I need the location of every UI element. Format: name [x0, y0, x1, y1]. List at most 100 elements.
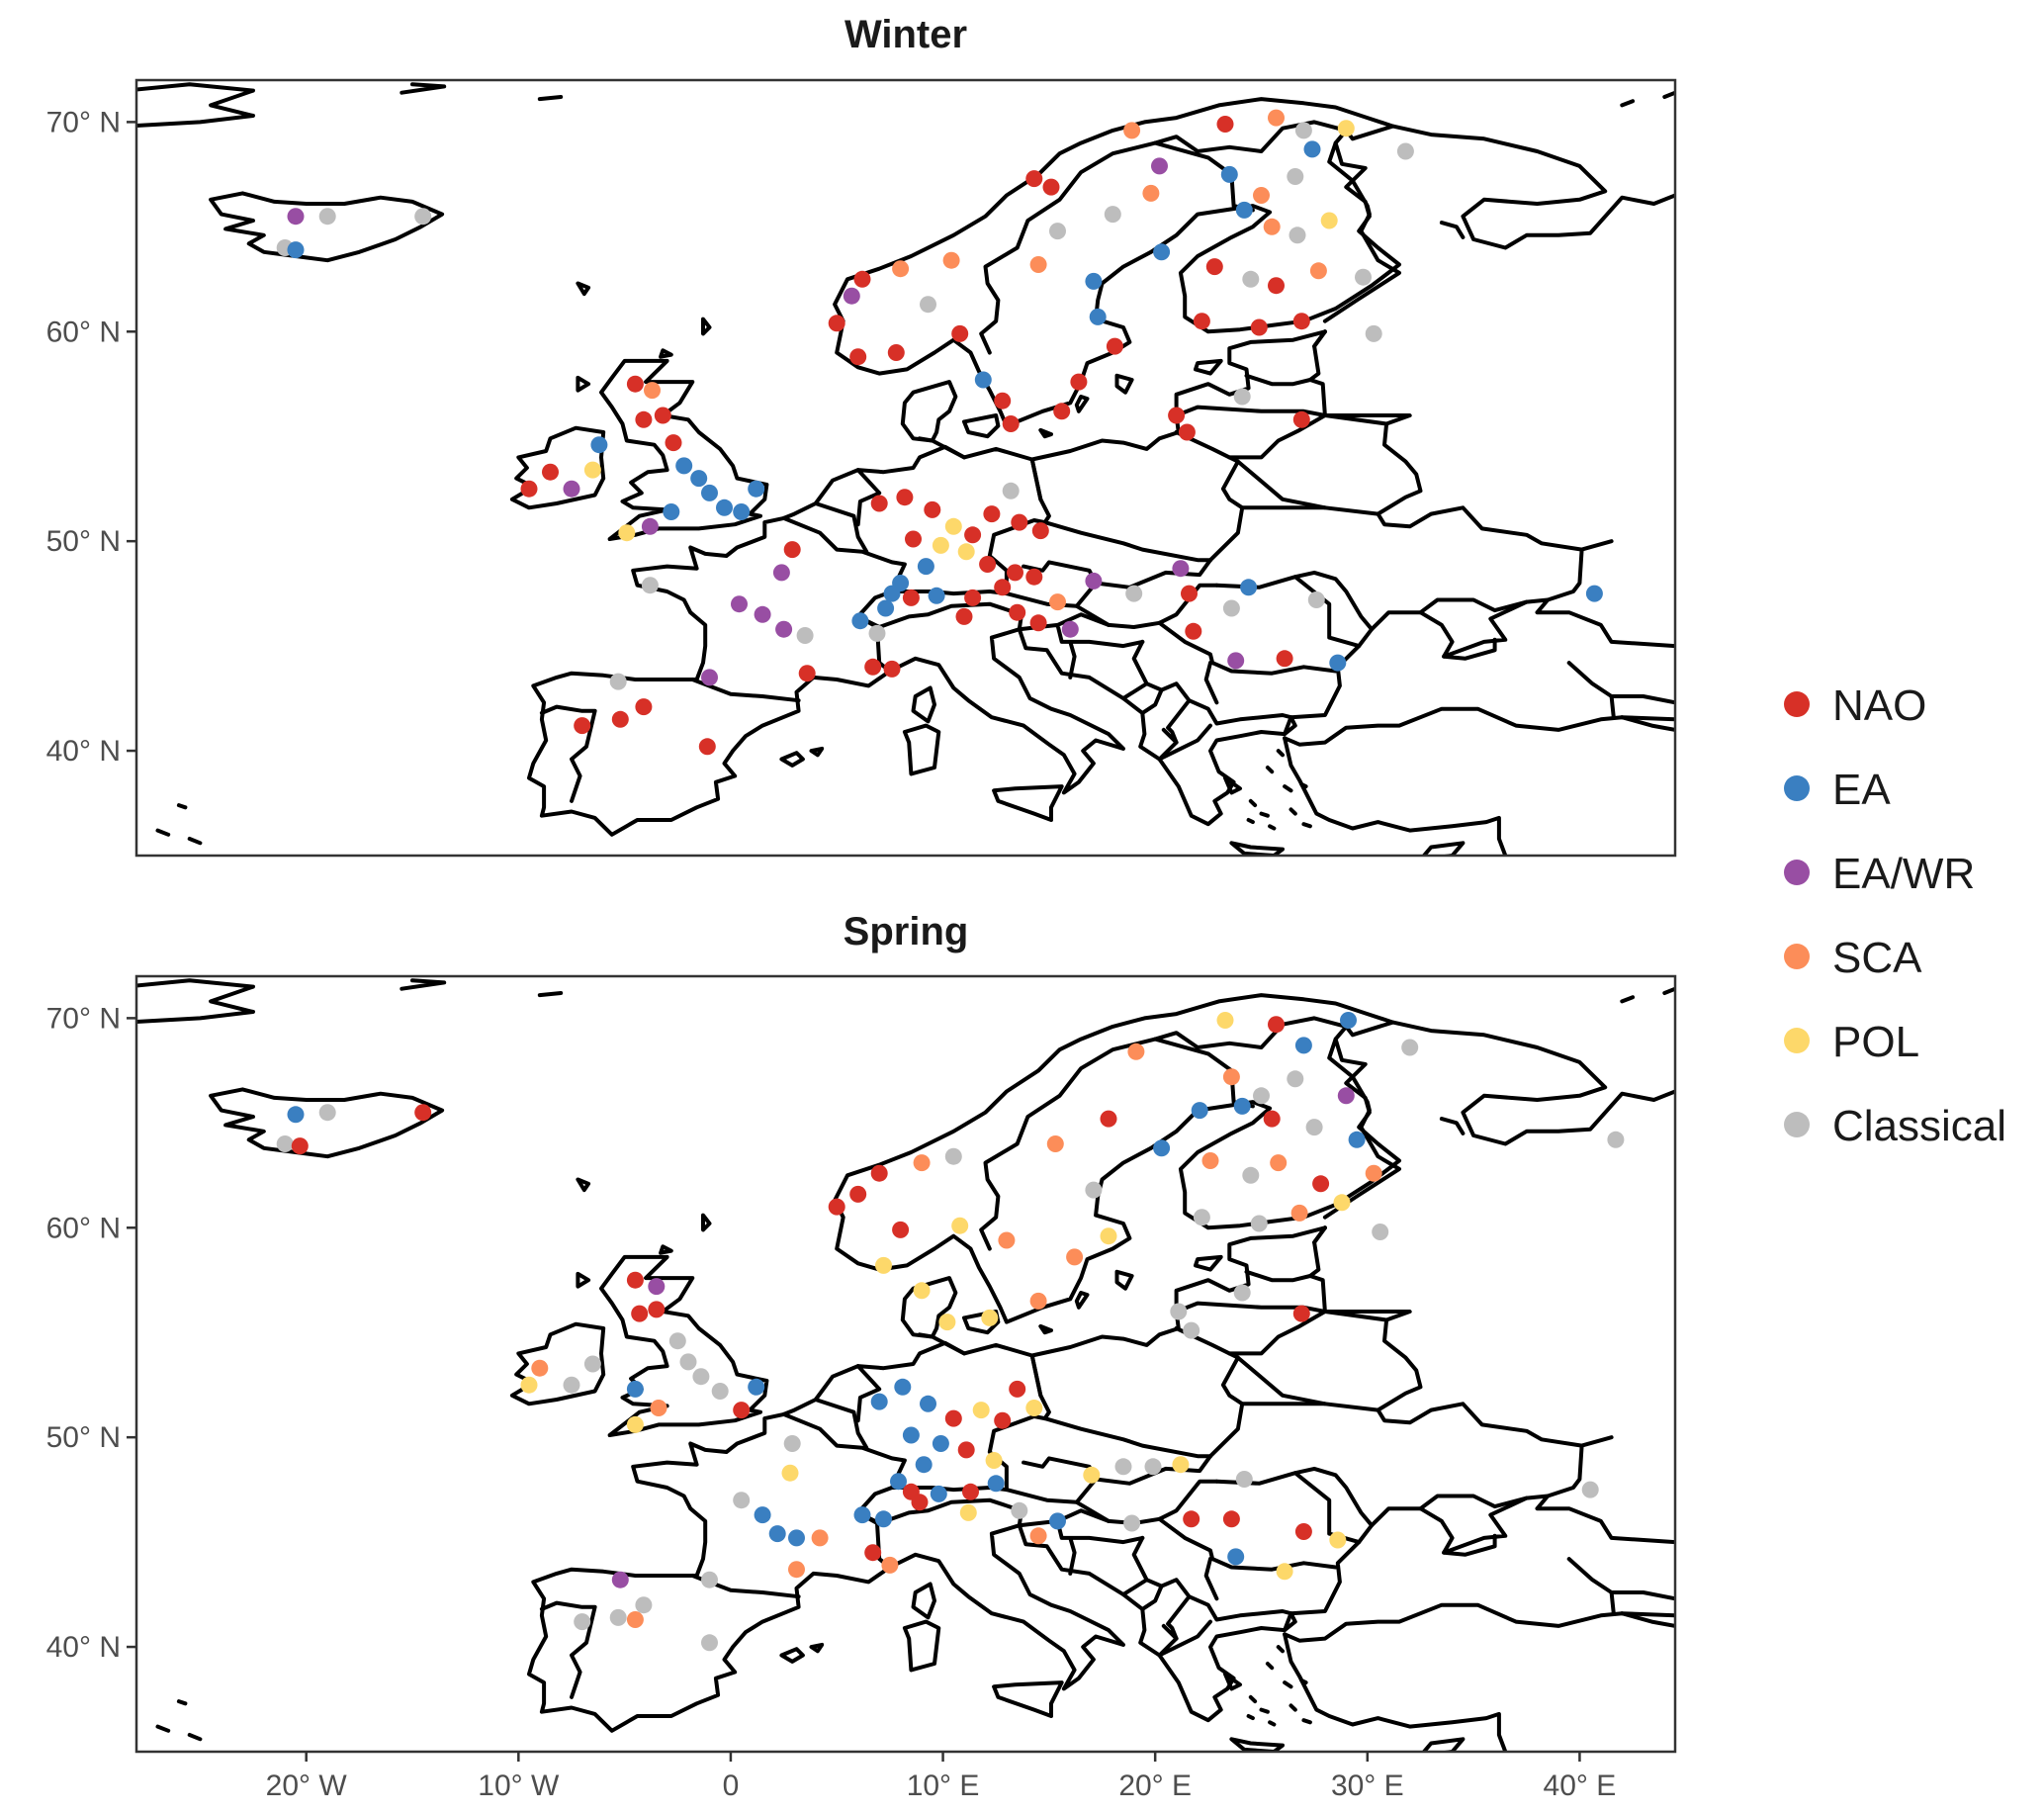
station-point	[1201, 1152, 1219, 1169]
station-point	[626, 1380, 644, 1398]
coastline-path	[1609, 694, 1675, 732]
station-point	[520, 1376, 538, 1394]
station-point	[611, 710, 629, 728]
station-point	[626, 375, 644, 393]
station-point	[641, 517, 659, 535]
coastline-path	[539, 1600, 597, 1699]
station-point	[414, 208, 432, 226]
station-point	[733, 1492, 751, 1509]
station-point	[853, 1506, 871, 1524]
coastline-path	[1418, 597, 1529, 615]
coastline-path	[1194, 1254, 1223, 1272]
station-point	[942, 251, 960, 269]
latitude-axis: 70° N 60° N 50° N 40° N	[46, 106, 136, 768]
station-point	[692, 1368, 710, 1386]
coastline-path	[155, 1699, 203, 1742]
station-point	[1029, 256, 1047, 273]
station-point	[618, 524, 636, 542]
coastline-path	[1566, 1557, 1616, 1616]
coastline-path	[911, 685, 936, 724]
coastline-path	[1223, 749, 1312, 831]
coastline-path	[1442, 539, 1614, 661]
station-point	[1002, 415, 1020, 432]
coastline-path	[979, 120, 1349, 355]
station-point	[291, 1137, 309, 1155]
coastline-path	[539, 704, 597, 803]
legend-swatch	[1784, 860, 1810, 885]
coastline-path	[1157, 1516, 1338, 1601]
coastline-path	[1322, 1037, 1401, 1220]
coastline-path	[979, 1016, 1349, 1251]
station-point	[1151, 157, 1168, 175]
station-point	[964, 526, 982, 544]
coastline-path	[1439, 221, 1466, 239]
coastline-path	[918, 1332, 966, 1356]
station-point	[1009, 1380, 1026, 1398]
station-point	[648, 1301, 666, 1318]
legend-label: Classical	[1832, 1102, 2006, 1150]
station-point	[1185, 622, 1202, 640]
station-point	[690, 470, 708, 488]
station-point	[1292, 410, 1310, 428]
station-point	[698, 738, 716, 756]
station-point	[1233, 388, 1251, 406]
station-point	[574, 717, 591, 735]
station-point	[414, 1104, 432, 1122]
station-point	[1294, 1523, 1312, 1540]
station-point	[1216, 116, 1234, 133]
station-point	[974, 371, 992, 389]
station-point	[1365, 1164, 1382, 1182]
coastline-path	[136, 82, 255, 129]
station-point	[781, 1464, 799, 1482]
station-point	[883, 660, 901, 678]
station-point	[626, 1611, 644, 1628]
coastline-path	[1074, 1291, 1090, 1310]
station-point	[1294, 1037, 1312, 1054]
station-point	[1337, 1087, 1355, 1105]
station-point	[964, 589, 982, 606]
station-point	[783, 541, 801, 559]
station-point	[701, 1634, 718, 1652]
coastline-path	[1283, 1632, 1508, 1752]
lat-tick-label: 50° N	[46, 525, 121, 558]
plot-frame	[134, 974, 1677, 1754]
station-point	[1268, 109, 1285, 127]
legend-item: NAO	[1784, 681, 1926, 730]
station-point	[1307, 591, 1325, 608]
station-point	[902, 1426, 920, 1444]
station-point	[731, 595, 748, 613]
station-point	[574, 1613, 591, 1631]
station-point	[318, 208, 336, 226]
station-point	[1029, 1527, 1047, 1545]
coastline-path	[779, 1647, 805, 1664]
station-point	[875, 1510, 892, 1528]
legend-label: SCA	[1832, 934, 1922, 982]
coastlines	[136, 978, 1675, 1752]
legend-label: EA	[1832, 766, 1891, 814]
coastline-path	[209, 1087, 445, 1159]
coastline-path	[1074, 395, 1090, 413]
coastline-path	[1390, 1020, 1675, 1146]
station-point	[798, 665, 816, 682]
legend-swatch	[1784, 691, 1810, 717]
station-point	[1181, 585, 1198, 602]
coastline-path	[779, 751, 805, 768]
legend-item: POL	[1784, 1018, 1919, 1066]
station-point	[1153, 243, 1171, 261]
station-point	[679, 1353, 697, 1371]
coastline-path	[1004, 1456, 1099, 1504]
station-point	[920, 296, 936, 314]
station-point	[1025, 170, 1043, 188]
coastline-path	[890, 1353, 1051, 1493]
coastline-path	[1283, 706, 1675, 747]
coastline-path	[1439, 1117, 1466, 1135]
station-point	[1240, 579, 1258, 596]
station-point	[583, 1355, 601, 1373]
station-point	[1268, 1016, 1285, 1034]
legend-label: EA/WR	[1832, 850, 1975, 898]
lon-tick-label: 40° E	[1544, 1769, 1617, 1802]
coastline-path	[599, 1254, 769, 1437]
station-point	[1114, 1458, 1132, 1476]
station-point	[1178, 423, 1196, 441]
